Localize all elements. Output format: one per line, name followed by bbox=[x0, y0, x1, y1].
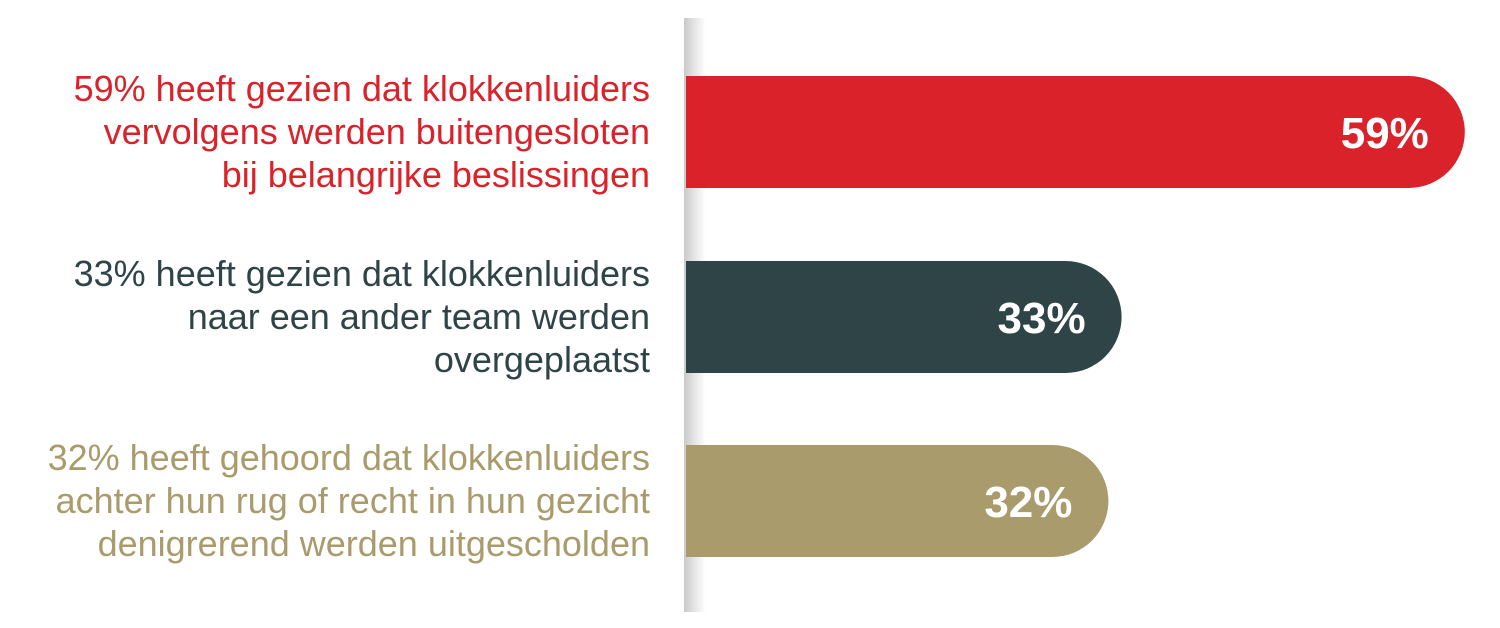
category-label-1-line-1: 59% heeft gezien dat klokkenluiders bbox=[74, 68, 650, 109]
bar-value-label-1: 59% bbox=[1341, 109, 1429, 158]
category-label-1-line-3: bij belangrijke beslissingen bbox=[222, 154, 650, 195]
category-label-3-line-3: denigrerend werden uitgescholden bbox=[98, 523, 650, 564]
category-label-1-line-2: vervolgens werden buitengesloten bbox=[104, 111, 650, 152]
bar-1 bbox=[686, 76, 1465, 188]
bar-value-label-2: 33% bbox=[998, 294, 1086, 343]
bar-value-label-3: 32% bbox=[984, 478, 1072, 527]
category-label-3-line-1: 32% heeft gehoord dat klokkenluiders bbox=[48, 437, 650, 478]
bar-3 bbox=[686, 445, 1109, 557]
category-labels-group: 59% heeft gezien dat klokkenluidersvervo… bbox=[48, 68, 650, 564]
category-label-2-line-3: overgeplaatst bbox=[434, 339, 650, 380]
category-label-2-line-1: 33% heeft gezien dat klokkenluiders bbox=[74, 253, 650, 294]
bars-group: 59% 33% 32% bbox=[686, 76, 1465, 557]
category-label-3-line-2: achter hun rug of recht in hun gezicht bbox=[56, 480, 650, 521]
bar-2 bbox=[686, 261, 1122, 373]
category-label-2-line-2: naar een ander team werden bbox=[188, 296, 650, 337]
